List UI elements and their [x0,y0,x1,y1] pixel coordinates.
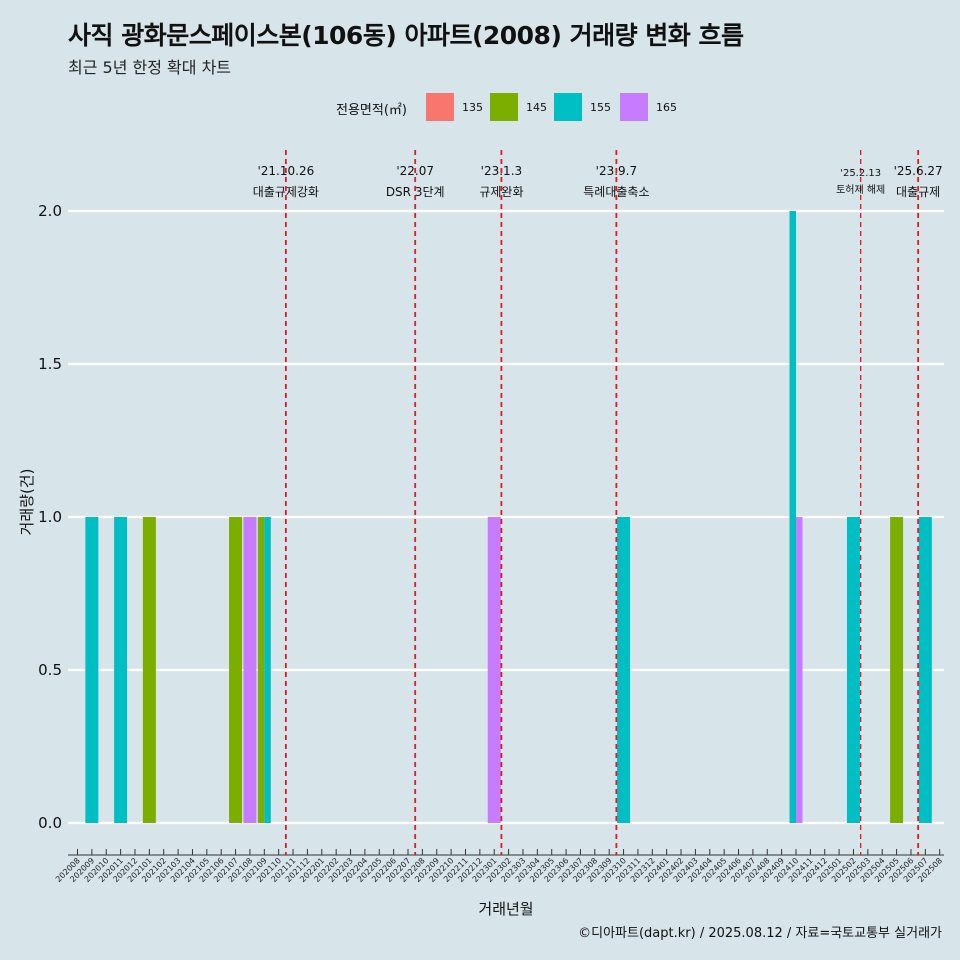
legend-label-155: 155 [590,101,611,114]
y-tick-label: 1.5 [38,355,62,373]
bar-202310-155 [617,517,631,823]
event-label: 대출규제 [896,185,940,199]
legend-label-165: 165 [656,101,677,114]
event-date: '25.6.27 [894,164,943,178]
y-tick-label: 0.5 [38,661,62,679]
bar-202101-145 [142,517,156,823]
bar-202009-155 [85,517,99,823]
bar-202505-145 [890,517,904,823]
event-date: '25.2.13 [840,168,881,179]
event-date: '23.1.3 [481,164,522,178]
event-label: 특례대출축소 [583,185,649,199]
y-tick-label: 2.0 [38,202,62,220]
bar-202410-165 [796,517,803,823]
chart-title: 사직 광화문스페이스본(106동) 아파트(2008) 거래량 변화 흐름 [68,21,744,50]
event-date: '21.10.26 [257,164,314,178]
legend-label-135: 135 [462,101,483,114]
event-date: '23.9.7 [596,164,637,178]
bar-202410-155 [789,211,796,823]
bar-202108-165 [243,517,257,823]
event-label: DSR 3단계 [386,185,445,199]
event-date: '22.07 [396,164,434,178]
y-tick-label: 1.0 [38,508,62,526]
bar-202109-155 [264,517,271,823]
legend-swatch-145 [490,93,518,121]
bar-202502-155 [846,517,860,823]
legend-label-145: 145 [526,101,547,114]
event-label: 토허제 해제 [836,183,885,196]
y-tick-label: 0.0 [38,814,62,832]
legend-swatch-165 [620,93,648,121]
chart-caption: ©디아파트(dapt.kr) / 2025.08.12 / 자료=국토교통부 실… [578,926,942,941]
x-axis-title: 거래년월 [478,900,533,918]
legend-swatch-135 [426,93,454,121]
chart-subtitle: 최근 5년 한정 확대 차트 [68,58,232,77]
legend: 전용면적(㎡) 135 145 155 165 [0,92,960,122]
y-axis-title: 거래량(건) [18,469,36,536]
bar-202109-145 [257,517,265,823]
legend-swatch-155 [554,93,582,121]
event-label: 규제완화 [479,185,523,199]
bar-202011-155 [114,517,128,823]
event-label: 대출규제강화 [253,185,319,199]
legend-title: 전용면적(㎡) [336,103,407,118]
bar-202507-155 [918,517,932,823]
bar-202107-145 [229,517,243,823]
bar-202301-165 [487,517,501,823]
